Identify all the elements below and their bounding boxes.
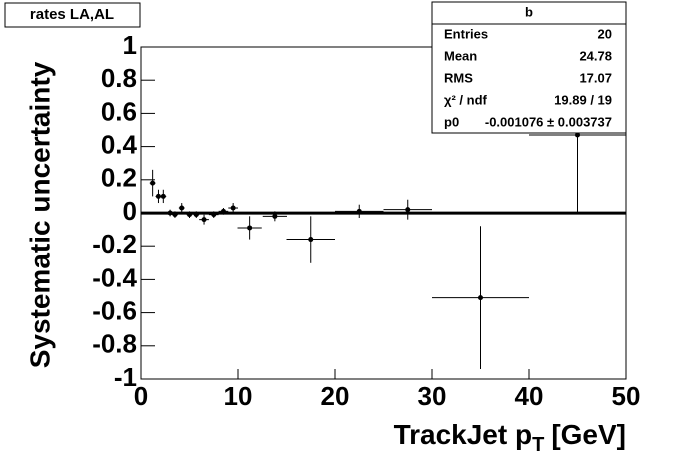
data-point	[172, 212, 178, 218]
plot-area: -1-0.8-0.6-0.4-0.200.20.40.60.810 10 20 30 4…	[92, 30, 640, 411]
stats-name: χ² / ndf	[444, 92, 488, 107]
data-point	[405, 207, 411, 213]
y-tick-label: 1	[123, 30, 137, 60]
x-tick-label: 40	[515, 381, 544, 411]
data-point	[211, 212, 217, 218]
x-tick-label: 0	[134, 381, 148, 411]
data-point	[201, 217, 207, 223]
y-tick-label: -0.8	[92, 329, 137, 359]
stats-value: 20	[598, 26, 612, 41]
stats-value: -0.001076 ± 0.003737	[485, 114, 612, 129]
stats-name: Mean	[444, 48, 477, 63]
x-tick-label: 20	[321, 381, 350, 411]
x-tick-label: 10	[224, 381, 253, 411]
stats-box: b Entries 20 Mean 24.78 RMS 17.07 χ² / ndf 19.8…	[431, 1, 627, 134]
title-box	[4, 2, 141, 28]
data-point	[220, 208, 226, 214]
data-point	[230, 205, 236, 211]
y-tick-label: -1	[114, 362, 137, 392]
chart-title: rates LA,AL	[30, 6, 114, 23]
y-tick-label: 0.2	[101, 163, 137, 193]
stats-value: 24.78	[579, 48, 612, 63]
data-point	[155, 193, 161, 199]
stats-title: b	[525, 4, 533, 19]
data-point	[575, 132, 580, 138]
y-tick-label: -0.6	[92, 295, 137, 325]
x-label-unit: [GeV]	[551, 419, 626, 450]
stats-value: 19.89 / 19	[554, 92, 612, 107]
y-tick-label: 0.6	[101, 96, 137, 126]
y-axis-label: Systematic uncertainty	[24, 61, 55, 368]
stats-frame	[431, 1, 627, 134]
data-point	[167, 210, 173, 216]
y-tick-label: -0.4	[92, 262, 137, 292]
data-point	[193, 212, 199, 218]
data-point	[247, 225, 253, 231]
data-point	[179, 205, 185, 211]
data-point	[272, 213, 278, 219]
data-point	[478, 295, 483, 301]
stats-name: RMS	[444, 70, 473, 85]
data-point	[308, 237, 314, 243]
y-tick-label: 0.4	[101, 129, 138, 159]
data-point	[187, 212, 192, 218]
y-tick-label: 0	[123, 196, 137, 226]
data-point	[356, 208, 362, 214]
stats-value: 17.07	[579, 70, 612, 85]
data-point	[150, 180, 156, 186]
x-tick-label: 30	[418, 381, 447, 411]
x-tick-label: 50	[612, 381, 641, 411]
x-label-main: TrackJet p	[394, 419, 533, 450]
y-tick-label: -0.2	[92, 229, 137, 259]
data-point	[160, 193, 166, 199]
x-label-sub: T	[532, 434, 544, 456]
x-axis-label: TrackJet pT [GeV]	[394, 419, 626, 456]
stats-name: p0	[444, 114, 459, 129]
y-tick-label: 0.8	[101, 63, 137, 93]
stats-name: Entries	[444, 26, 488, 41]
